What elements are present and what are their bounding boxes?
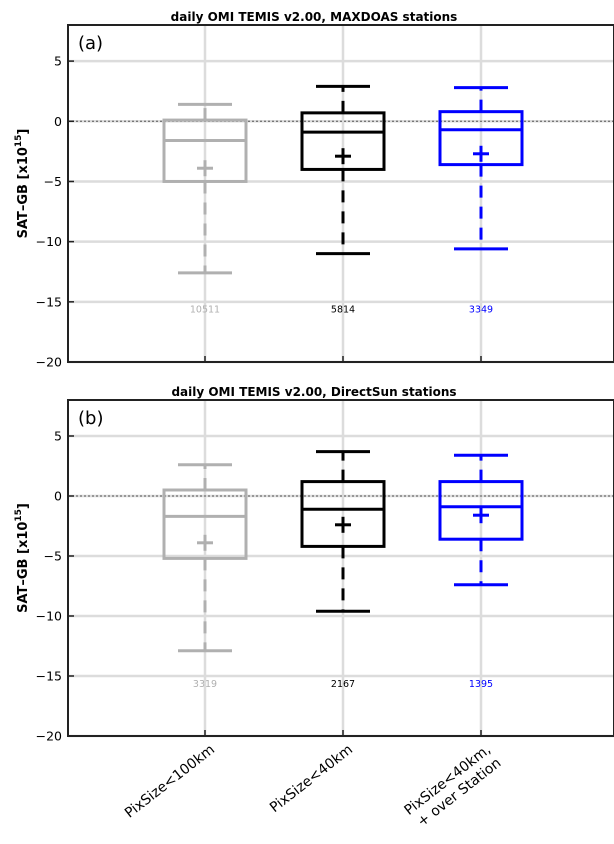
y-axis-label-exponent: 15 [14, 509, 24, 522]
y-tick-label: −10 [36, 234, 62, 249]
y-axis-label: SAT–GB [x1015] [14, 129, 31, 239]
plot-frame [67, 24, 614, 363]
y-tick-label: 5 [54, 429, 62, 444]
x-category-label-line: PixSize<40km [267, 742, 356, 816]
box-1: 10511 [162, 102, 248, 316]
panel-title: daily OMI TEMIS v2.00, MAXDOAS stations [171, 10, 458, 24]
sample-count-label: 1395 [469, 679, 493, 690]
box-3: 1395 [438, 453, 524, 690]
box-2: 2167 [300, 450, 386, 690]
iqr-box [438, 110, 524, 167]
box-3: 3349 [438, 86, 524, 316]
sample-count-label: 5814 [331, 305, 355, 316]
y-axis-label: SAT–GB [x1015] [14, 503, 31, 613]
y-tick-label: −10 [36, 609, 62, 624]
sample-count-label: 3319 [193, 679, 217, 690]
panel-title: daily OMI TEMIS v2.00, DirectSun station… [171, 385, 456, 399]
y-tick-label: −20 [36, 355, 62, 370]
sample-count-label: 2167 [331, 679, 355, 690]
panel-b: 3319 2167 1395 −20 −15 −10 −5 0 5 daily OMI TEMIS… [14, 385, 614, 744]
iqr-box [162, 488, 248, 560]
panel-label: (b) [78, 408, 103, 429]
box-2: 5814 [300, 84, 386, 316]
box-1: 3319 [162, 463, 248, 690]
y-tick-label: −5 [44, 174, 62, 189]
x-category-label-3: PixSize<40km,+ over Station [401, 742, 504, 831]
iqr-box [300, 480, 386, 548]
y-axis-label-suffix: ] [16, 503, 31, 509]
x-category-label-1: PixSize<100km [122, 742, 218, 822]
panel-a: 10511 5814 3349 −20 −15 −10 −5 0 5 daily OMI TEMI… [14, 10, 614, 370]
iqr-box [300, 111, 386, 171]
y-tick-label: 0 [54, 489, 62, 504]
x-category-label-2: PixSize<40km [267, 742, 356, 816]
y-axis-label-main: SAT–GB [x10 [16, 147, 31, 238]
y-tick-label: 5 [54, 54, 62, 69]
y-tick-label: 0 [54, 114, 62, 129]
plot-frame [67, 399, 614, 737]
y-axis-label-exponent: 15 [14, 135, 24, 148]
y-axis-label-suffix: ] [16, 129, 31, 135]
x-category-label-line: PixSize<100km [122, 742, 218, 822]
panel-label: (a) [78, 33, 103, 54]
y-tick-label: −15 [36, 669, 62, 684]
iqr-box [162, 118, 248, 183]
sample-count-label: 3349 [469, 305, 493, 316]
sample-count-label: 10511 [190, 305, 220, 316]
y-tick-label: −20 [36, 729, 62, 744]
iqr-box [438, 480, 524, 541]
y-tick-label: −15 [36, 294, 62, 309]
y-tick-label: −5 [44, 549, 62, 564]
y-axis-label-main: SAT–GB [x10 [16, 522, 31, 613]
